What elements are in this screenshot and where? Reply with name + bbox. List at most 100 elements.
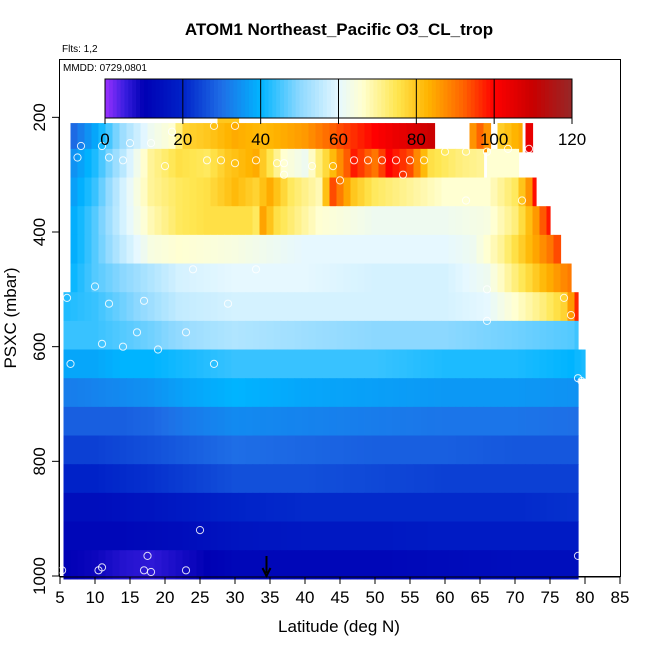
heatmap-cell [189,123,198,153]
heatmap-cell [126,234,135,265]
colorbar-segment [431,79,437,118]
heatmap-cell [231,550,240,580]
x-tick-label: 65 [471,588,490,607]
heatmap-cell [182,177,191,207]
heatmap-cell [357,263,366,293]
heatmap-cell [182,435,191,465]
heatmap-cell [273,349,282,379]
heatmap-cell [238,263,247,293]
heatmap-cell [350,406,359,437]
heatmap-cell [84,349,93,379]
heatmap-cell [343,320,352,351]
heatmap-cell [490,349,499,379]
heatmap-cell [63,292,72,322]
heatmap-cell [133,263,142,293]
heatmap-cell [357,349,366,379]
heatmap-cell [427,234,436,265]
x-tick-label: 80 [576,588,595,607]
heatmap-cell [266,406,275,437]
heatmap-cell [287,406,296,437]
heatmap-cell [385,292,394,322]
heatmap-cell [133,177,142,207]
heatmap-cell [343,349,352,379]
heatmap-cell [91,123,100,153]
heatmap-cell [231,320,240,351]
heatmap-cell [77,349,86,379]
data-point [328,162,338,171]
colorbar-segment [264,79,269,118]
heatmap-cell [518,378,527,408]
heatmap-cell [469,492,478,523]
heatmap-cell [238,234,247,265]
heatmap-cell [308,378,317,408]
heatmap-cell [119,435,128,465]
heatmap-cell [420,435,429,465]
heatmap-cell [294,234,303,265]
heatmap-cell [329,320,338,351]
heatmap-cell [490,320,499,351]
data-point [132,328,142,337]
heatmap-cell [294,550,303,580]
heatmap-cell [273,320,282,351]
colorbar-segment [501,79,507,118]
heatmap-cell [175,148,184,179]
heatmap-cell [154,292,163,322]
heatmap-cell [203,378,212,408]
heatmap-cell [280,464,289,494]
heatmap-cell [518,464,527,494]
colorbar-segment [361,79,367,118]
heatmap-cell [231,406,240,437]
heatmap-cell [546,550,555,580]
heatmap-cell [210,378,219,408]
heatmap-cell [532,349,541,379]
heatmap-cell [343,206,352,236]
heatmap-cell [203,550,212,580]
heatmap-cell [315,435,324,465]
heatmap-cell [217,406,226,437]
heatmap-cell [406,123,415,153]
heatmap-cell [217,349,226,379]
heatmap-cell [490,492,499,523]
heatmap-cell [511,521,520,551]
heatmap-cell [560,349,569,379]
heatmap-cell [455,378,464,408]
heatmap-cell [154,521,163,551]
heatmap-cell [182,123,191,153]
colorbar-segment [560,79,565,118]
heatmap-cell [329,550,338,580]
heatmap-cell [252,521,261,551]
colorbar-segment [424,79,429,118]
heatmap-cell [217,177,226,207]
heatmap-cell [133,292,142,322]
colorbar-segment [509,79,515,118]
heatmap-cell [231,292,240,322]
heatmap-cell [539,263,548,293]
x-tick-label: 60 [436,588,455,607]
heatmap-cell [378,206,387,236]
heatmap-cell [546,492,555,523]
heatmap-cell [238,464,247,494]
heatmap-cell [455,206,464,236]
heatmap-cell [301,320,310,351]
heatmap-cell [217,550,226,580]
heatmap-cell [336,263,345,293]
heatmap-cell [406,550,415,580]
heatmap-cell [308,349,317,379]
heatmap-cell [532,406,541,437]
heatmap-cell [399,234,408,265]
heatmap-cell [378,263,387,293]
heatmap-cell [154,550,163,580]
heatmap-cell [455,349,464,379]
heatmap-cell [420,464,429,494]
heatmap-cell [147,349,156,379]
heatmap-cell [322,349,331,379]
heatmap-cell [413,464,422,494]
heatmap-cell [231,464,240,494]
heatmap-cell [385,435,394,465]
heatmap-cell [252,492,261,523]
heatmap-cell [161,464,170,494]
heatmap-cell [70,148,79,179]
heatmap-cell [77,292,86,322]
heatmap-cell [441,263,450,293]
colorbar-segment [210,79,215,118]
